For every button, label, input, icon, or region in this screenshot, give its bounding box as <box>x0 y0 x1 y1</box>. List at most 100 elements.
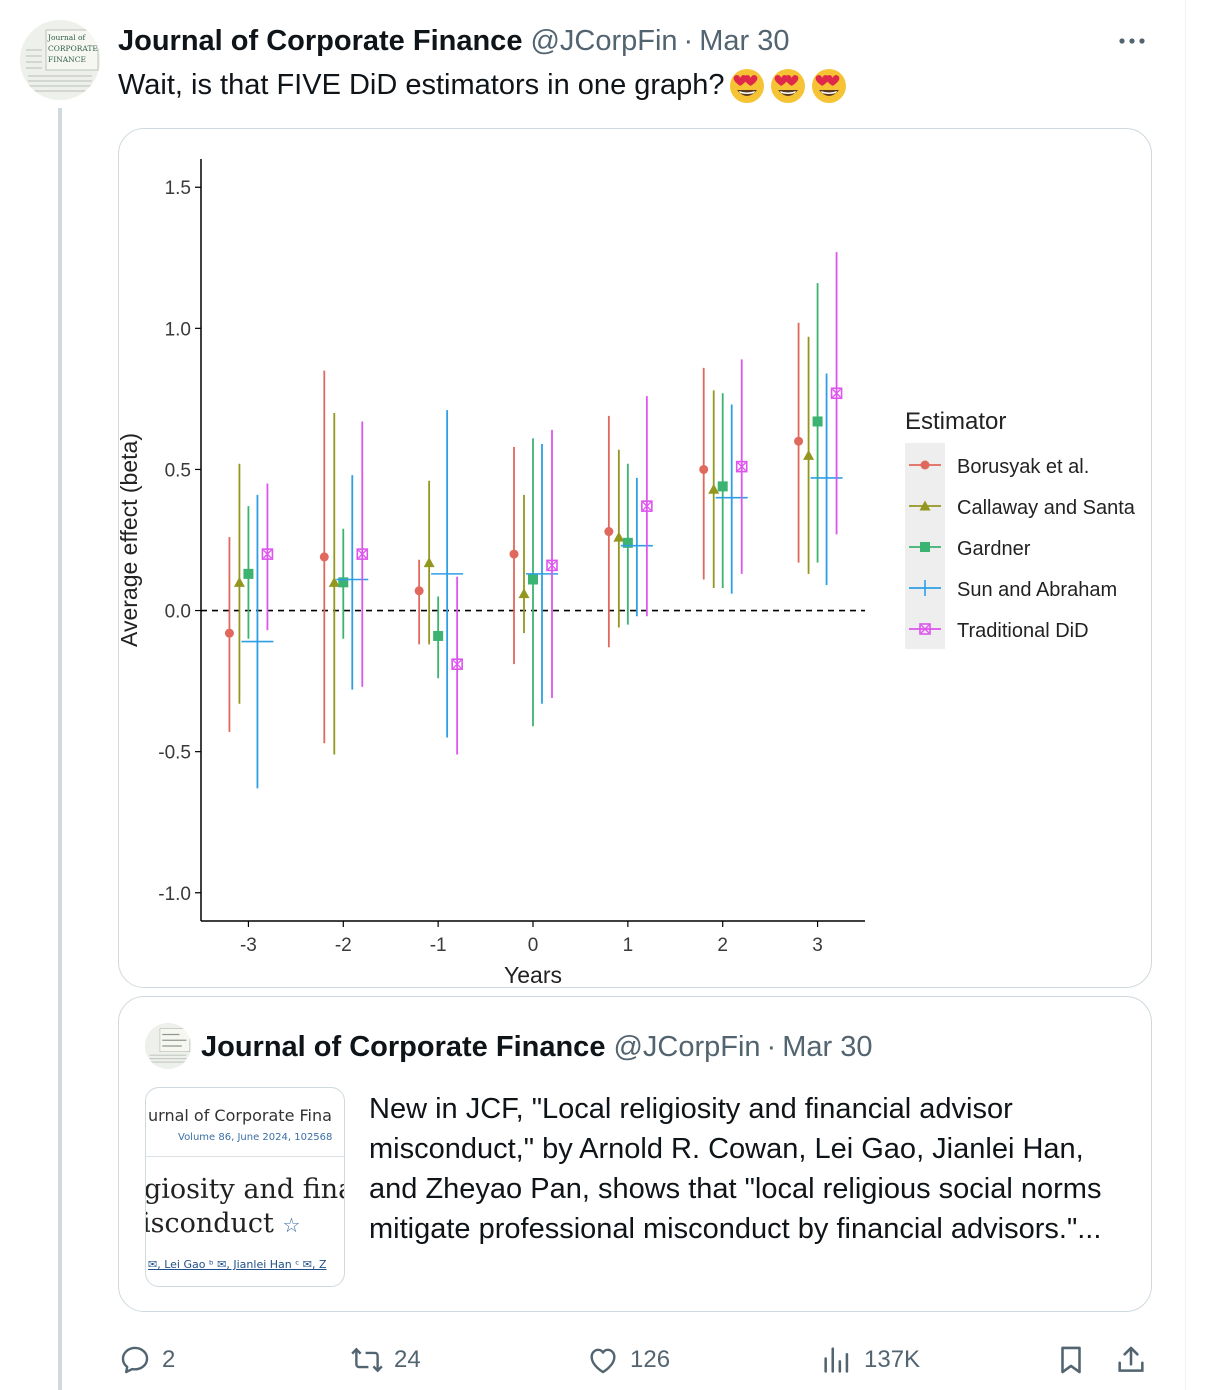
share-icon <box>1118 1346 1144 1372</box>
marker-square <box>920 542 930 552</box>
media-image[interactable]: 1.5 1.0 0.5 0.0 -0.5 -1.0 -3 -2 -1 0 1 2 3 Years Avera… <box>118 128 1152 988</box>
heart-icon <box>590 1348 616 1374</box>
author-name[interactable]: Journal of Corporate Finance <box>118 24 523 57</box>
marker-x <box>920 624 930 634</box>
article-thumbnail[interactable]: urnal of Corporate Fina Volume 86, June … <box>145 1087 345 1287</box>
marker-circle <box>920 460 930 470</box>
avatar[interactable]: Journal of CORPORATE FINANCE <box>20 20 100 100</box>
tweet-body: Wait, is that FIVE DiD estimators in one… <box>118 69 725 101</box>
y-tick-label: 1.5 <box>165 178 191 199</box>
emoji-group <box>727 66 850 106</box>
chart-legend: Estimator Borusyak et al. Callaway and San… <box>905 408 1136 649</box>
chart-axes: 1.5 1.0 0.5 0.0 -0.5 -1.0 -3 -2 -1 0 1 2 3 Years Avera… <box>119 159 865 987</box>
marker-box <box>261 548 274 560</box>
marker-x <box>452 659 462 669</box>
heart-eyes-emoji-icon <box>729 69 764 104</box>
legend-title: Estimator <box>905 408 1006 435</box>
marker-triangle <box>518 588 530 599</box>
avatar-text-2: CORPORATE <box>48 44 98 53</box>
legend-entry: Gardner <box>957 538 1031 560</box>
marker-box <box>735 460 748 473</box>
marker-square <box>717 481 728 492</box>
marker-box <box>830 387 843 400</box>
share-button[interactable] <box>1114 1340 1158 1380</box>
reply-count: 2 <box>162 1346 176 1373</box>
heart-eyes-emoji-icon <box>811 69 846 104</box>
marker-circle <box>414 586 424 596</box>
marker-circle <box>604 527 614 537</box>
marker-triangle <box>919 500 931 511</box>
legend-entry: Sun and Abraham <box>957 579 1117 601</box>
marker-square <box>243 568 254 579</box>
series-borusyak-et-al- <box>224 322 804 744</box>
x-tick-label: -1 <box>430 935 447 956</box>
marker-triangle <box>708 483 720 494</box>
views-button[interactable]: 137K <box>820 1340 920 1380</box>
marker-square <box>622 537 633 548</box>
separator: · <box>683 24 694 57</box>
repost-icon <box>351 1347 383 1373</box>
marker-x <box>357 549 367 559</box>
marker-triangle <box>803 449 815 460</box>
thumbnail-authors: ✉, Lei Gao ᵇ ✉, Jianlei Han ᶜ ✉, Z <box>148 1258 327 1271</box>
marker-circle <box>224 628 234 638</box>
series-gardner <box>243 283 823 727</box>
x-tick-label: 3 <box>812 935 823 956</box>
avatar-text-1: Journal of <box>47 33 87 42</box>
bookmark-button[interactable] <box>1054 1340 1098 1380</box>
thumbnail-title-line1: giosity and financ <box>145 1174 344 1205</box>
marker-box <box>919 623 931 635</box>
tweet-date[interactable]: Mar 30 <box>699 24 790 57</box>
marker-circle <box>794 436 804 446</box>
marker-triangle <box>613 531 625 542</box>
journal-cover-icon <box>145 1023 191 1069</box>
author-handle[interactable]: @JCorpFin <box>530 24 678 57</box>
marker-box <box>356 548 369 560</box>
repost-button[interactable]: 24 <box>350 1340 421 1380</box>
x-tick-label: -3 <box>240 935 257 956</box>
thumbnail-divider <box>146 1156 344 1157</box>
tweet-header: Journal of Corporate Finance @JCorpFin ·… <box>118 22 789 60</box>
quoted-separator: · <box>766 1030 777 1063</box>
marker-x <box>737 462 747 472</box>
thread-line <box>58 108 62 1390</box>
quoted-tweet[interactable]: Journal of Corporate Finance @JCorpFin ·… <box>118 996 1152 1312</box>
legend-entry: Borusyak et al. <box>957 456 1089 478</box>
reply-icon <box>121 1346 149 1374</box>
marker-circle <box>699 464 709 474</box>
marker-x <box>547 560 557 570</box>
series-sun-and-abraham <box>241 373 843 789</box>
x-tick-label: 1 <box>623 935 634 956</box>
marker-x <box>642 501 652 511</box>
x-tick-label: 2 <box>717 935 728 956</box>
y-tick-label: -1.0 <box>158 884 191 905</box>
x-tick-label: 0 <box>528 935 539 956</box>
marker-box <box>451 658 463 670</box>
marker-circle <box>509 549 519 559</box>
journal-cover-icon: Journal of CORPORATE FINANCE <box>20 20 100 100</box>
like-count: 126 <box>630 1346 671 1373</box>
star-icon: ☆ <box>282 1213 301 1237</box>
marker-triangle <box>328 576 340 587</box>
y-tick-label: -0.5 <box>158 743 191 764</box>
analytics-icon <box>824 1347 849 1373</box>
repost-count: 24 <box>394 1346 421 1373</box>
y-tick-label: 0.5 <box>165 460 191 481</box>
marker-x <box>832 388 842 398</box>
thumbnail-title-line2: isconduct ☆ <box>146 1208 301 1239</box>
quoted-avatar[interactable] <box>145 1023 191 1069</box>
did-estimator-chart: 1.5 1.0 0.5 0.0 -0.5 -1.0 -3 -2 -1 0 1 2 3 Years Avera… <box>119 159 1136 987</box>
more-options-icon[interactable] <box>1112 26 1152 56</box>
marker-square <box>812 416 823 427</box>
marker-box <box>641 500 653 512</box>
reply-button[interactable]: 2 <box>118 1340 175 1380</box>
series-callaway-and-santa <box>233 336 815 755</box>
like-button[interactable]: 126 <box>586 1340 670 1380</box>
x-tick-label: -2 <box>335 935 352 956</box>
legend-entry: Traditional DiD <box>957 620 1089 642</box>
thumbnail-journal: urnal of Corporate Fina <box>148 1106 332 1125</box>
bookmark-icon <box>1061 1346 1081 1374</box>
y-tick-label: 1.0 <box>165 319 191 340</box>
quoted-header: Journal of Corporate Finance @JCorpFin ·… <box>201 1027 872 1067</box>
marker-box <box>546 559 558 572</box>
